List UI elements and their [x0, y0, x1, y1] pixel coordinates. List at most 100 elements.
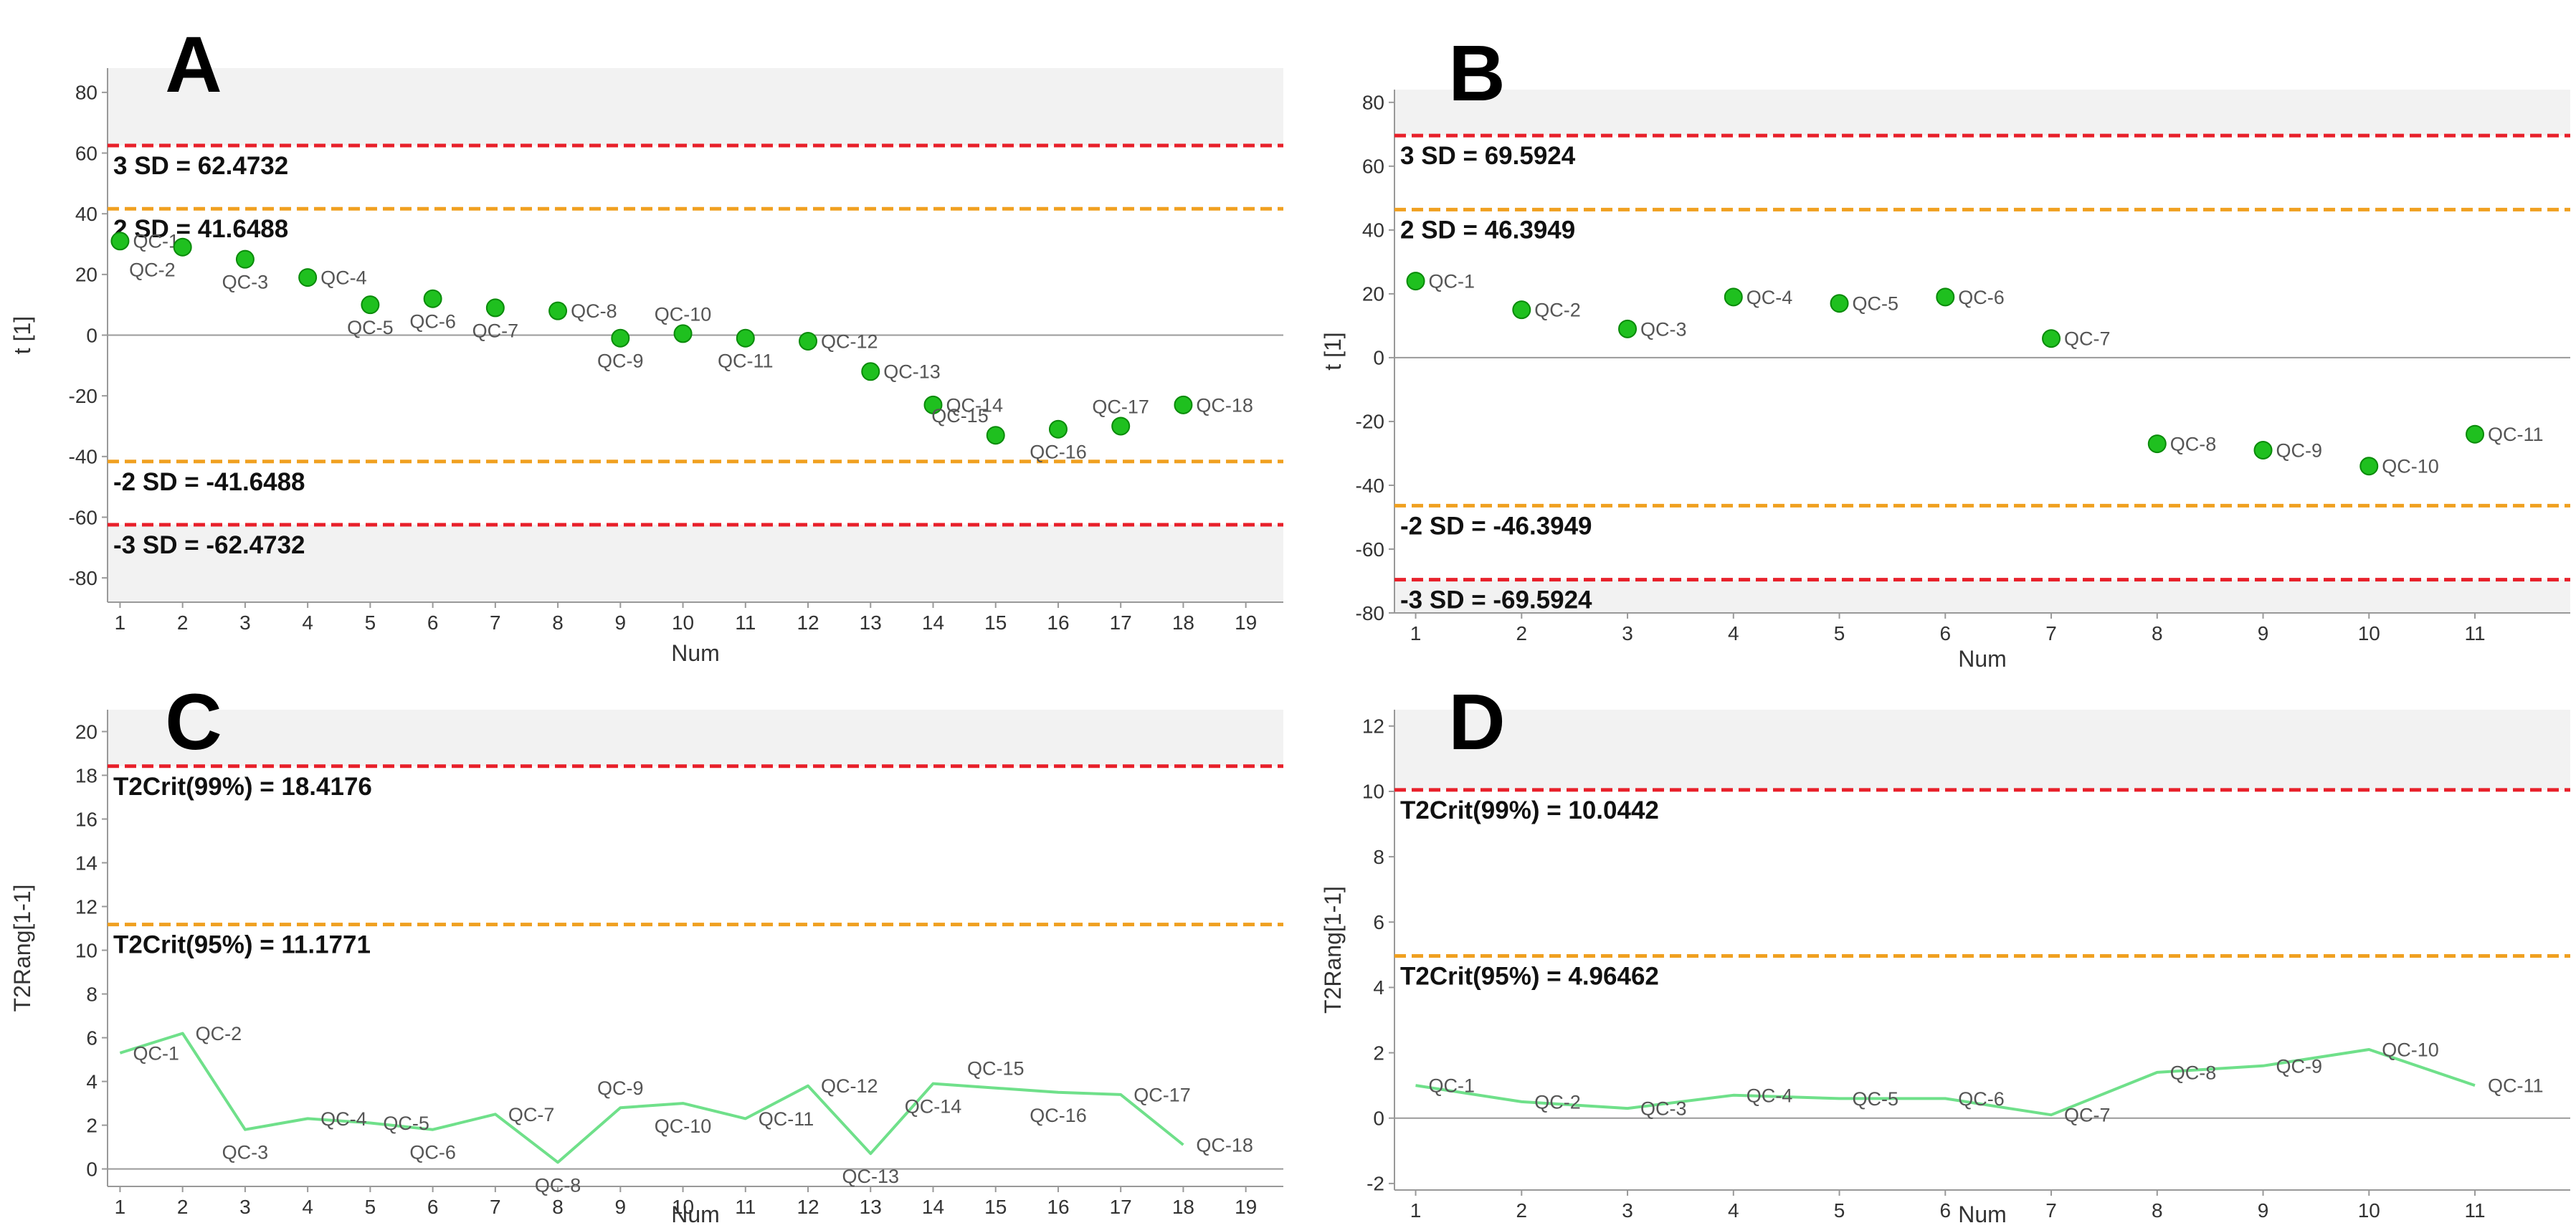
x-tick-label: 15 — [984, 1196, 1007, 1218]
data-point — [110, 232, 130, 251]
point-label: QC-8 — [535, 1174, 581, 1196]
y-tick-label: 18 — [75, 764, 98, 786]
x-tick-label: 19 — [1235, 611, 1257, 634]
y-tick-label: 20 — [1362, 283, 1384, 305]
y-tick-label: -60 — [1356, 538, 1384, 561]
panel-letter-d: D — [1448, 681, 1505, 766]
y-tick-label: 10 — [75, 939, 98, 961]
y-tick-label: 2 — [86, 1114, 98, 1136]
data-point — [736, 328, 755, 348]
data-point — [611, 328, 630, 348]
x-tick-label: 14 — [922, 1196, 944, 1218]
point-label: QC-1 — [133, 231, 179, 252]
point-label: QC-14 — [905, 1096, 962, 1118]
x-tick-label: 12 — [797, 611, 819, 634]
upper-band — [108, 710, 1283, 766]
y-tick-label: 20 — [75, 720, 98, 743]
x-axis-title: Num — [1958, 1201, 2007, 1227]
data-point — [1111, 417, 1131, 436]
x-tick-label: 7 — [490, 1196, 501, 1218]
data-point — [2466, 424, 2485, 444]
ref-line-label: -3 SD = -69.5924 — [1400, 586, 1592, 614]
chart-b: -80 -60 -40 -20 0 20 40 60 80 1 2 3 4 5 6 7 8 9 10 11 Num t [… — [1320, 29, 2570, 672]
point-label: QC-13 — [842, 1166, 899, 1187]
point-label: QC-17 — [1092, 396, 1149, 417]
data-point — [423, 289, 442, 308]
data-point — [298, 268, 318, 287]
y-axis-title: t [1] — [1320, 332, 1346, 370]
point-label: QC-9 — [597, 351, 644, 372]
x-tick-label: 3 — [239, 1196, 251, 1218]
point-label: QC-11 — [718, 351, 774, 372]
point-label: QC-11 — [2488, 1075, 2544, 1097]
x-tick-label: 5 — [1834, 622, 1845, 644]
x-tick-label: 18 — [1172, 1196, 1194, 1218]
ref-line-label: 2 SD = 46.3949 — [1400, 216, 1575, 244]
data-point — [1830, 294, 1849, 313]
x-tick-label: 4 — [1728, 1199, 1739, 1222]
point-label: QC-4 — [320, 267, 367, 289]
y-tick-label: 0 — [86, 324, 98, 346]
y-tick-label: 0 — [1373, 1108, 1384, 1130]
ref-line-label: T2Crit(99%) = 10.0442 — [1400, 796, 1659, 824]
ref-line-label: -3 SD = -62.4732 — [113, 531, 305, 559]
point-label: QC-10 — [655, 303, 712, 325]
y-tick-label: 8 — [86, 983, 98, 1005]
x-tick-label: 18 — [1172, 611, 1194, 634]
x-tick-label: 17 — [1110, 611, 1132, 634]
point-label: QC-9 — [597, 1077, 644, 1099]
x-tick-label: 6 — [1939, 622, 1951, 644]
x-tick-label: 1 — [1410, 1199, 1422, 1222]
point-label: QC-5 — [347, 317, 394, 338]
panel-d: -2 0 2 4 6 8 10 12 1 2 3 4 5 6 7 8 9 10 11 Num T2Rang[1-1] T2… — [1312, 681, 2576, 1228]
x-tick-label: 19 — [1235, 1196, 1257, 1218]
x-tick-label: 13 — [860, 611, 882, 634]
data-point — [2042, 329, 2061, 348]
x-tick-label: 1 — [115, 1196, 126, 1218]
data-point — [1724, 287, 1743, 307]
upper-band — [108, 68, 1283, 146]
x-tick-label: 11 — [2464, 622, 2485, 644]
point-label: QC-6 — [409, 311, 456, 333]
data-point — [2147, 434, 2167, 454]
x-tick-label: 9 — [615, 1196, 627, 1218]
point-label: QC-5 — [383, 1113, 429, 1134]
x-tick-label: 1 — [1410, 622, 1422, 644]
y-tick-label: 12 — [75, 895, 98, 918]
ref-line-label: 2 SD = 41.6488 — [113, 215, 288, 243]
x-tick-label: 10 — [2358, 1199, 2380, 1222]
point-label: QC-7 — [2064, 1105, 2111, 1126]
point-label: QC-14 — [946, 394, 1003, 416]
point-label: QC-3 — [1640, 318, 1687, 340]
y-axis-title: T2Rang[1-1] — [1320, 886, 1346, 1014]
y-axis-title: t [1] — [9, 316, 35, 354]
y-tick-label: 10 — [1362, 781, 1384, 803]
x-tick-label: 15 — [984, 611, 1007, 634]
x-tick-label: 2 — [177, 1196, 189, 1218]
x-tick-label: 10 — [672, 1196, 694, 1218]
y-tick-label: -40 — [69, 446, 98, 468]
point-label: QC-7 — [508, 1104, 555, 1125]
ref-line-label: 3 SD = 62.4732 — [113, 152, 288, 180]
data-point — [1048, 419, 1068, 439]
point-label: QC-10 — [655, 1115, 712, 1137]
point-label: QC-8 — [571, 300, 617, 322]
y-tick-label: -20 — [69, 385, 98, 407]
y-tick-label: 80 — [1362, 92, 1384, 114]
y-tick-label: -20 — [1356, 411, 1384, 433]
x-tick-label: 9 — [2258, 1199, 2269, 1222]
point-label: QC-2 — [196, 1023, 242, 1044]
point-label: QC-6 — [1958, 1088, 2005, 1110]
y-tick-label: 4 — [86, 1070, 98, 1093]
x-axis-title: Num — [671, 1201, 720, 1227]
y-tick-label: 60 — [75, 142, 98, 164]
x-tick-label: 17 — [1110, 1196, 1132, 1218]
upper-band — [1394, 90, 2570, 136]
point-label: QC-1 — [1429, 271, 1475, 292]
data-point — [1406, 272, 1425, 291]
point-label: QC-10 — [2382, 1039, 2439, 1060]
series-line — [119, 1032, 1184, 1164]
y-tick-label: 8 — [1373, 846, 1384, 868]
x-tick-label: 4 — [1728, 622, 1739, 644]
x-tick-label: 2 — [177, 611, 189, 634]
